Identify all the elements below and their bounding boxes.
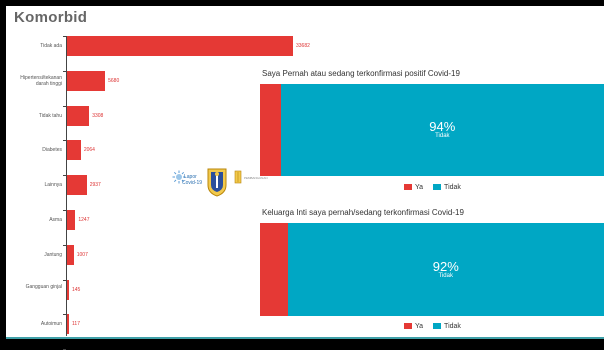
legend-label: Tidak — [444, 184, 461, 191]
axis-tick — [63, 105, 66, 107]
category-label: Jantung — [44, 251, 62, 258]
bar-value-label: 1007 — [76, 251, 88, 258]
legend-label: Ya — [415, 184, 424, 191]
bar-value-label: 2937 — [89, 182, 101, 189]
bar-value-label: 1247 — [78, 217, 90, 223]
stacked-bar: 94% Tidak — [260, 84, 604, 176]
chart-legend: Ya Tidak — [404, 184, 471, 191]
category-label: Lainnya — [44, 182, 62, 189]
bar-value-label: 3308 — [92, 112, 104, 119]
category-label: Autoimun — [40, 321, 62, 328]
jakarta-emblem-icon — [207, 168, 227, 197]
axis-tick — [63, 70, 66, 72]
category-label: Hipertensi/tekanan darah tinggi — [20, 74, 62, 87]
bar-autoimun — [67, 314, 69, 335]
chart-legend: Ya Tidak — [404, 323, 471, 330]
legend-label: Tidak — [444, 323, 461, 330]
bar-hipertensi-tekanan-darah-tinggi — [67, 70, 106, 91]
pembangunan-logo-text: PEMBANGUNAN — [244, 176, 268, 180]
category-label: Asma — [49, 217, 62, 223]
percent-label: 94% — [429, 119, 456, 134]
legend-swatch — [404, 323, 412, 330]
bar-tidak-tahu — [67, 105, 90, 126]
category-label: Tidak ada — [40, 43, 62, 49]
axis-tick — [63, 244, 66, 246]
legend-label: Ya — [415, 323, 424, 330]
bar-asma — [67, 210, 76, 230]
y-axis-line — [66, 36, 67, 336]
category-label: Tidak tahu — [38, 112, 62, 119]
percent-category-label: Tidak — [435, 133, 450, 139]
axis-tick — [63, 210, 66, 211]
legend-item-tidak: Tidak — [433, 323, 461, 330]
bar-value-label: 145 — [72, 286, 81, 293]
bar-value-label: 5680 — [108, 77, 120, 84]
axis-tick — [63, 314, 66, 316]
bar-value-label: 33682 — [296, 43, 310, 49]
segment-tidak — [287, 223, 604, 316]
lapor-logo-line2: Covid-19 — [182, 180, 203, 186]
percent-category-label: Tidak — [438, 272, 453, 279]
category-label: Gangguan ginjal — [25, 283, 62, 290]
percent-label: 92% — [432, 258, 459, 274]
category-label: Diabetes — [42, 147, 62, 154]
bar-value-label: 117 — [72, 321, 80, 328]
axis-tick — [63, 36, 66, 37]
bar-tidak-ada — [67, 36, 293, 56]
chart-subtitle: Saya Pernah atau sedang terkonfirmasi po… — [262, 69, 460, 78]
dashboard-panel: Komorbid Tidak ada 33682 Hipertensi/tekana… — [6, 6, 604, 350]
pembangunan-logo-icon — [234, 170, 242, 184]
bottom-accent-line — [6, 337, 604, 339]
chart-subtitle: Keluarga Inti saya pernah/sedang terkonf… — [262, 208, 464, 217]
lapor-covid-logo-icon — [172, 170, 186, 184]
segment-tidak — [280, 84, 604, 176]
axis-tick — [63, 175, 66, 177]
stacked-bar: 92% Tidak — [260, 223, 604, 316]
chart-title: Komorbid — [14, 9, 88, 26]
bar-jantung — [67, 244, 74, 265]
bar-diabetes — [67, 140, 81, 161]
lapor-logo-line1: Lapor — [184, 174, 197, 180]
logo-group: Lapor Covid-19 PEMBANGUNAN — [172, 164, 268, 200]
bar-gangguan-ginjal — [67, 279, 69, 300]
legend-swatch — [404, 184, 412, 191]
bar-lainnya — [67, 175, 87, 196]
segment-ya — [260, 84, 281, 176]
segment-ya — [260, 223, 288, 316]
axis-tick — [63, 279, 66, 281]
axis-tick — [63, 140, 66, 142]
legend-swatch — [433, 184, 442, 191]
legend-item-tidak: Tidak — [433, 184, 461, 191]
screen-frame: Komorbid Tidak ada 33682 Hipertensi/tekana… — [6, 6, 604, 350]
legend-swatch — [433, 323, 442, 330]
bar-value-label: 2064 — [83, 147, 95, 154]
legend-item-ya: Ya — [404, 323, 423, 330]
legend-item-ya: Ya — [404, 184, 423, 191]
